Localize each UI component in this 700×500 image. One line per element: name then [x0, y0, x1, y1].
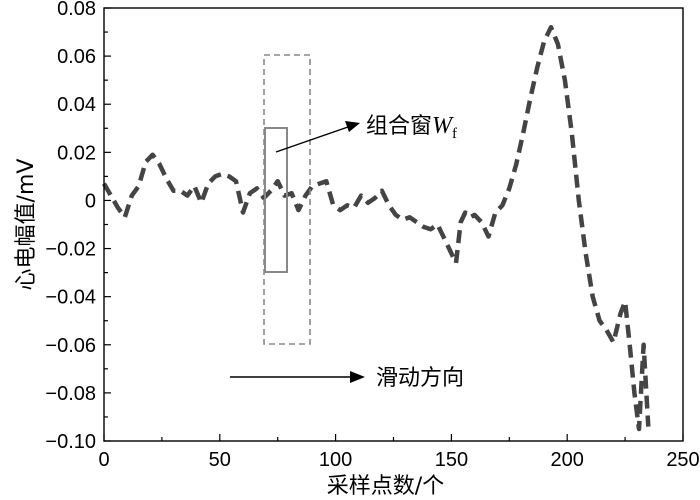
series-layer	[102, 24, 651, 432]
annotation-slide-label: 滑动方向	[376, 366, 464, 391]
annotation-window-text: 组合窗	[366, 114, 432, 139]
y-tick-label: 0	[85, 190, 96, 212]
x-tick-label: 50	[209, 449, 231, 471]
y-tick-label: −0.10	[45, 431, 96, 453]
plot-frame	[103, 7, 684, 442]
y-tick-label: 0.02	[57, 142, 96, 164]
x-tick-label: 250	[666, 449, 699, 471]
annotation-sliding-direction: 滑动方向	[230, 366, 464, 391]
axis-ticks: 0 50 100 150 200 250 0.08 0.06 0.04 0.02 0 −0.02 −0.…	[45, 0, 699, 471]
y-tick-label: 0.08	[57, 0, 96, 20]
x-tick-label: 150	[435, 449, 468, 471]
x-tick-label: 100	[319, 449, 352, 471]
combined-window-inner	[264, 127, 288, 273]
y-tick-label: 0.06	[57, 46, 96, 68]
annotation-window-subscript: f	[452, 126, 457, 142]
y-tick-label: −0.02	[45, 239, 96, 261]
arrowhead	[345, 121, 360, 132]
ecg-series-line	[102, 24, 651, 432]
y-tick-label: −0.04	[45, 287, 96, 309]
annotation-window-label: 组合窗Wf	[366, 113, 457, 142]
x-tick-label: 0	[98, 449, 109, 471]
y-tick-label: −0.06	[45, 335, 96, 357]
annotation-window-symbol: W	[432, 113, 454, 139]
annotation-combined-window: 组合窗Wf	[275, 113, 457, 153]
window-layer	[263, 54, 311, 345]
y-tick-label: 0.04	[57, 94, 96, 116]
y-axis-title: 心电幅值/mV	[14, 159, 39, 291]
annotation-arrow-line	[275, 126, 349, 153]
x-tick-label: 200	[551, 449, 584, 471]
arrowhead	[350, 371, 365, 383]
y-tick-label: −0.08	[45, 383, 96, 405]
x-axis-title: 采样点数/个	[327, 474, 444, 499]
